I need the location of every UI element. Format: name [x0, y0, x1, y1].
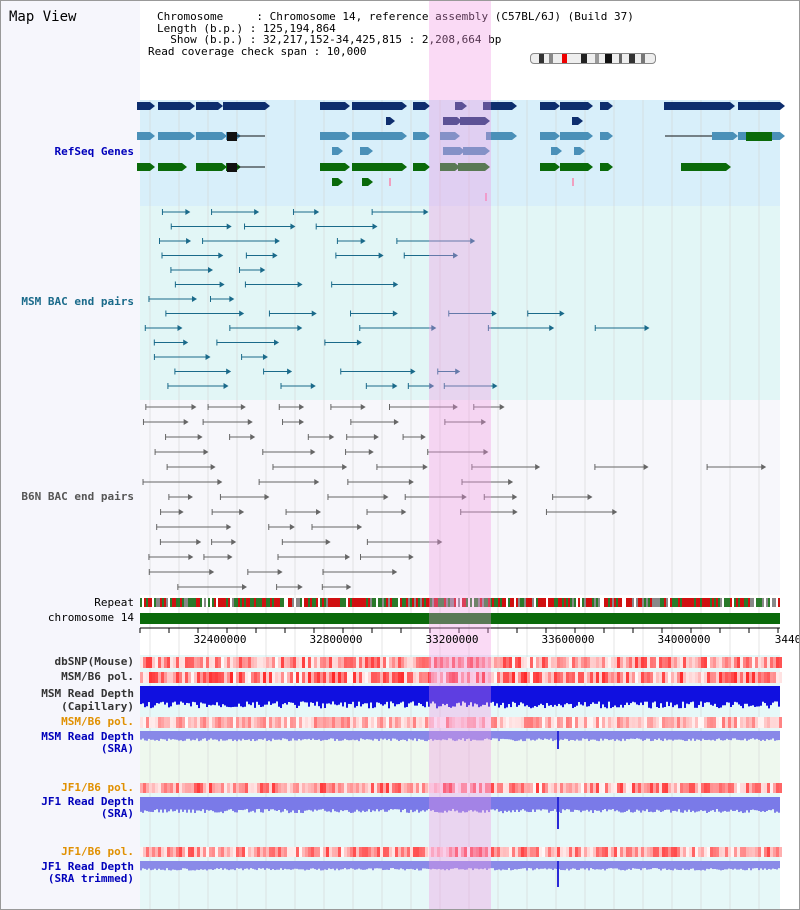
- repeat-track: [140, 598, 780, 607]
- msm-read-depth-cap-label: MSM Read Depth: [41, 687, 134, 700]
- label-column: [0, 0, 140, 910]
- region-info: Chromosome : Chromosome 14, reference as…: [148, 11, 634, 57]
- msm-bac-label: MSM BAC end pairs: [21, 295, 134, 308]
- chromosome-label: chromosome 14: [47, 611, 134, 624]
- jf1-read-depth-trim-label: JF1 Read Depth: [41, 860, 134, 873]
- refseq-gene-glyphs[interactable]: [137, 102, 785, 201]
- show-range-line: Show (b.p.) : 32,217,152-34,425,815 : 2,…: [157, 33, 502, 46]
- msm-read-depth-cap-sub: (Capillary): [61, 700, 134, 713]
- axis-ticks: [139, 628, 779, 633]
- dbsnp-label: dbSNP(Mouse): [54, 655, 134, 668]
- chromosome-line: Chromosome : Chromosome 14, reference as…: [157, 10, 634, 23]
- refseq-genes-label: RefSeq Genes: [54, 145, 134, 158]
- axis-tick-label: 32400000: [193, 633, 247, 646]
- msm-read-depth-sra-sub: (SRA): [100, 742, 134, 755]
- read-depth-bars: [140, 686, 780, 887]
- msm-b6-pol-label-1: MSM/B6 pol.: [61, 670, 134, 683]
- axis-tick-label: 32800000: [309, 633, 363, 646]
- axis-tick-label: 3440: [774, 633, 800, 646]
- repeat-label: Repeat: [94, 596, 134, 609]
- read-span-line: Read coverage check span : 10,000: [148, 44, 367, 58]
- length-line: Length (b.p.) : 125,194,864: [157, 21, 336, 35]
- bac-end-pair-glyphs[interactable]: [142, 209, 767, 590]
- axis-tick-label: 33200000: [425, 633, 479, 646]
- panel-title: Map View: [9, 9, 77, 25]
- msm-read-depth-sra-label: MSM Read Depth: [41, 730, 134, 743]
- msm-b6-pol-label-2: MSM/B6 pol.: [61, 715, 134, 728]
- chromosome-bar: [140, 613, 780, 624]
- b6n-bac-label: B6N BAC end pairs: [21, 490, 134, 503]
- jf1-b6-pol-label-1: JF1/B6 pol.: [61, 781, 134, 794]
- jf1-read-depth-sra-label: JF1 Read Depth: [41, 795, 134, 808]
- axis-tick-label: 33600000: [541, 633, 595, 646]
- jf1-b6-pol-label-2: JF1/B6 pol.: [61, 845, 134, 858]
- jf1-read-depth-sra-sub: (SRA): [100, 807, 134, 820]
- axis-tick-label: 34000000: [657, 633, 711, 646]
- jf1-read-depth-trim-sub: (SRA trimmed): [47, 872, 134, 885]
- polymorphism-heatmaps: [140, 657, 782, 857]
- chromosome-ideogram[interactable]: [530, 53, 656, 64]
- grid-lines: [149, 100, 760, 910]
